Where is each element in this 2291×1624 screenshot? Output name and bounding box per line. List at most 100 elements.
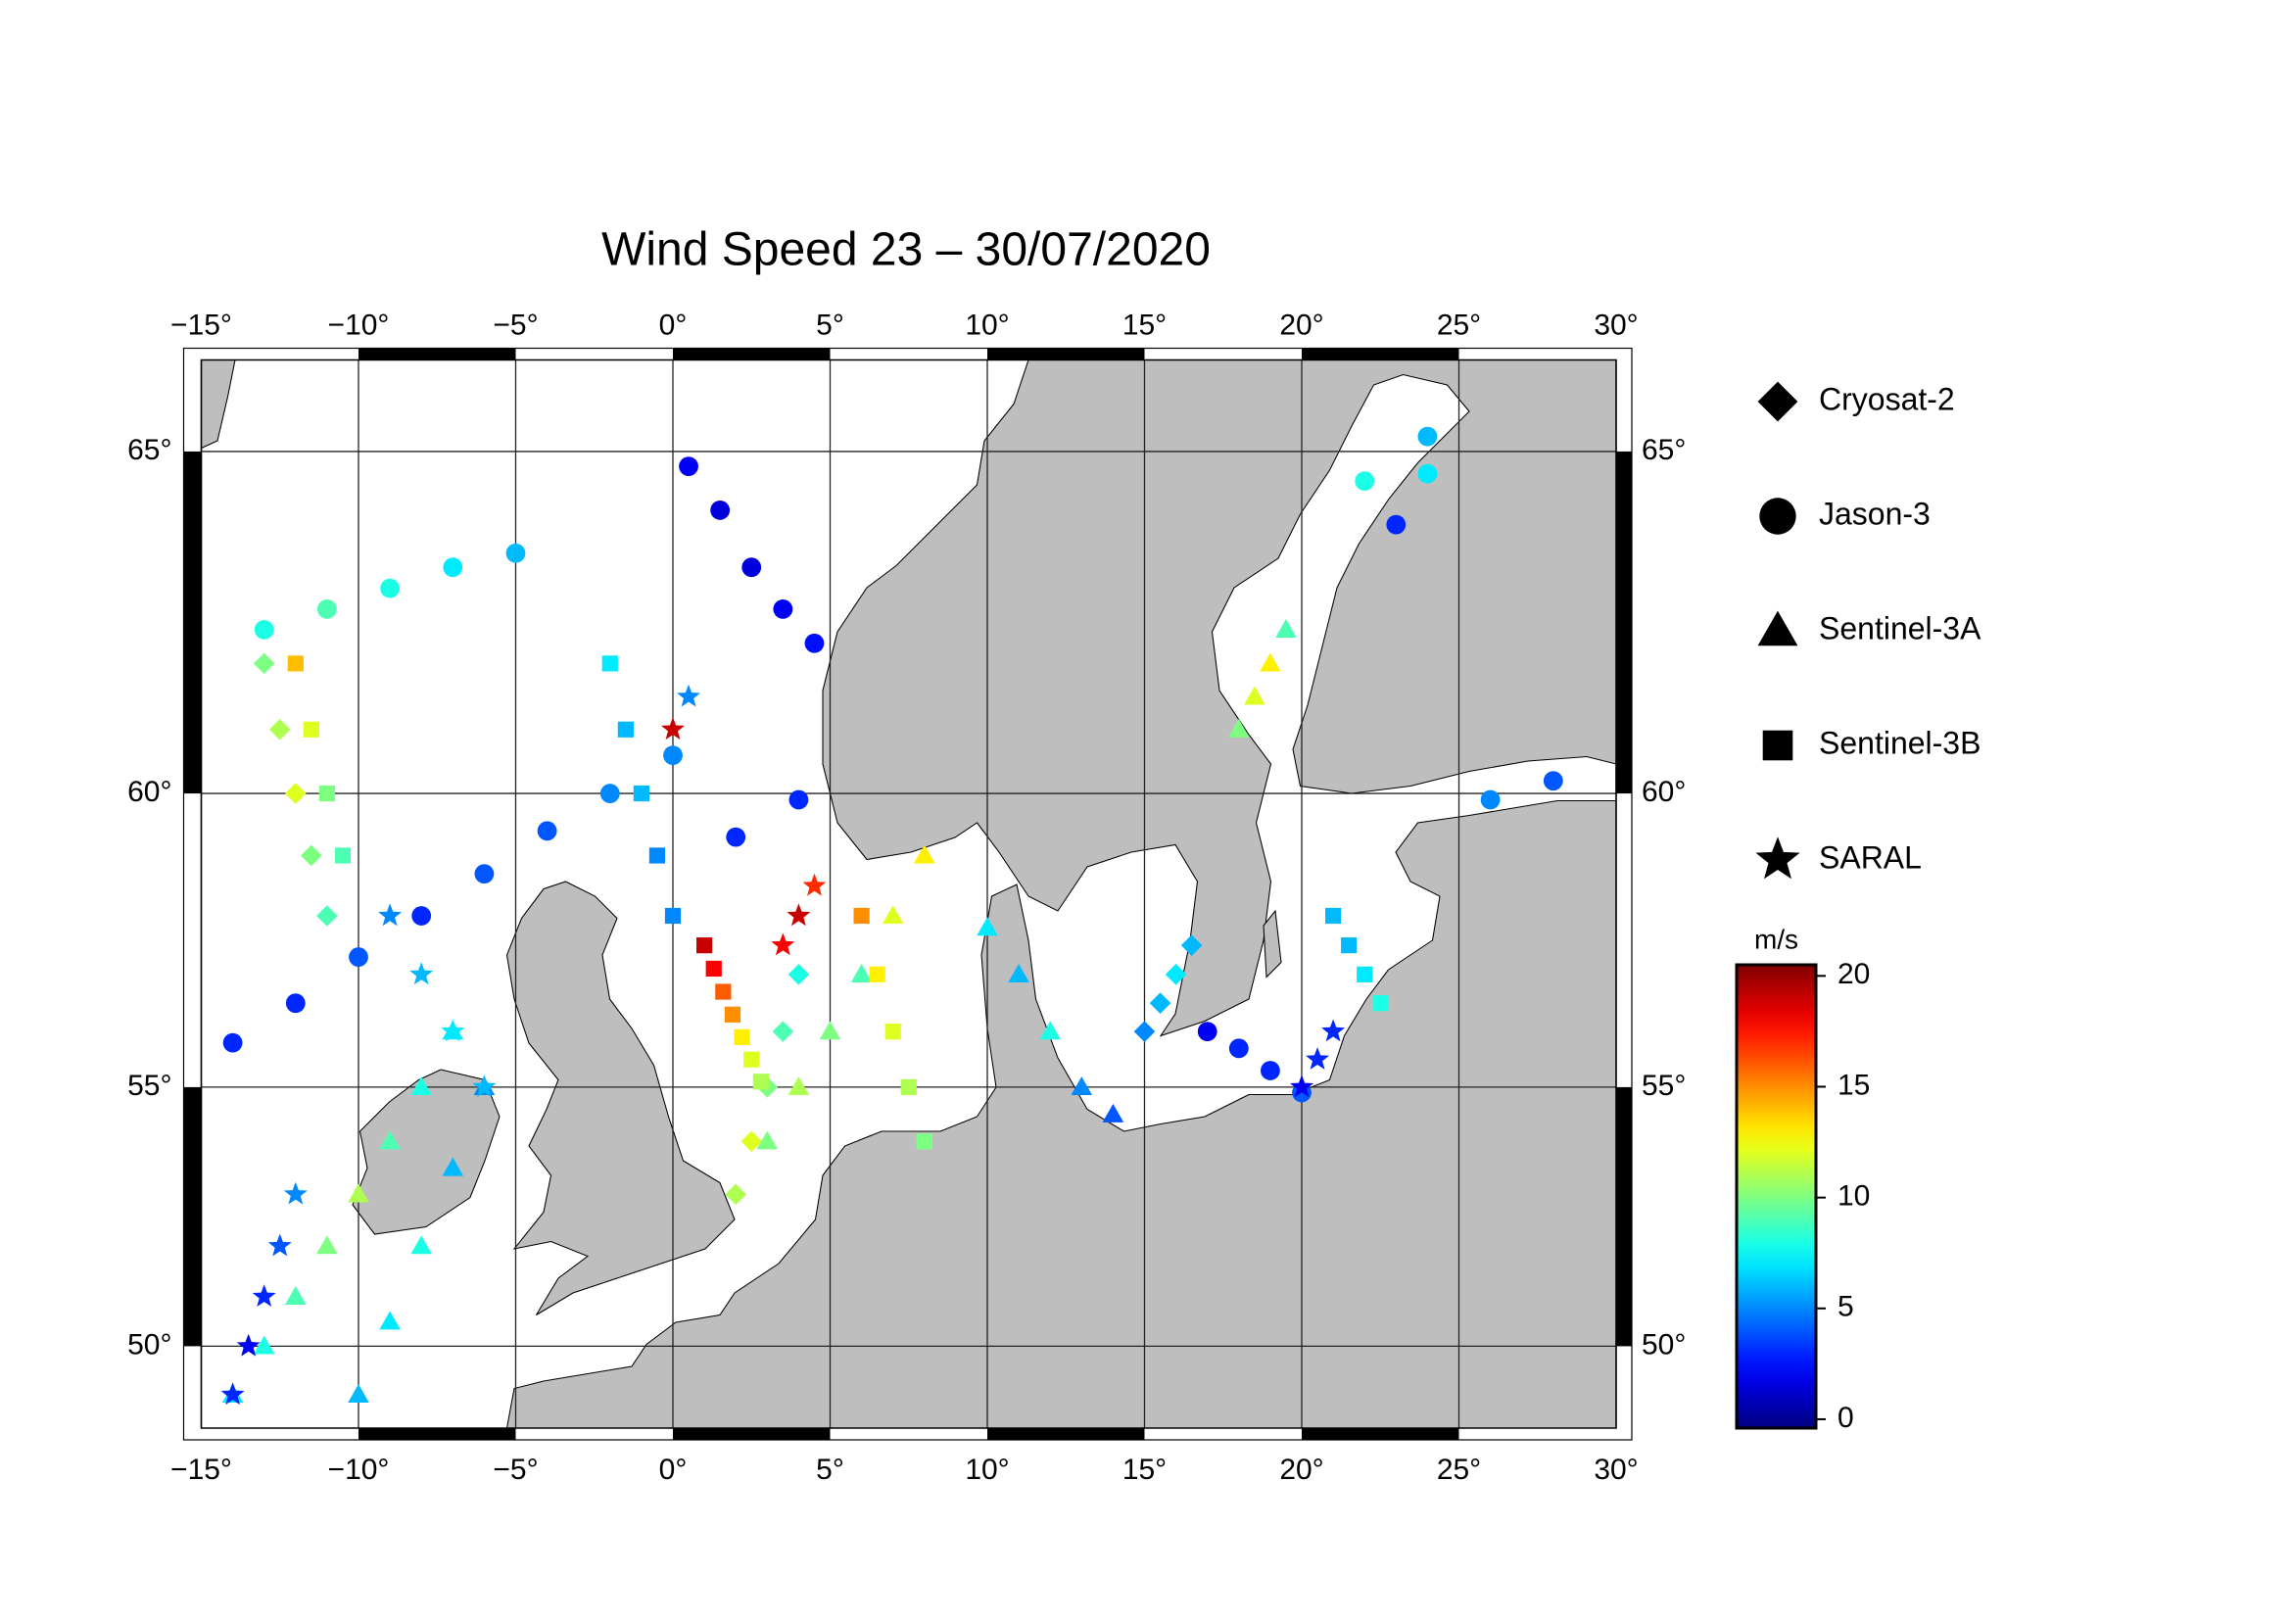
x-tick-label: 5° bbox=[816, 1454, 844, 1486]
frame-band bbox=[358, 348, 516, 360]
marker-triangle bbox=[285, 1286, 307, 1305]
marker-circle bbox=[1417, 426, 1438, 447]
marker-triangle bbox=[1244, 686, 1265, 705]
marker-star bbox=[787, 903, 811, 927]
marker-square bbox=[1762, 730, 1793, 761]
marker-star bbox=[409, 962, 434, 985]
marker-circle bbox=[411, 906, 432, 926]
marker-square bbox=[743, 1051, 760, 1068]
x-tick-label: 30° bbox=[1594, 1454, 1638, 1486]
frame-band bbox=[183, 451, 202, 794]
iceland bbox=[201, 359, 236, 450]
marker-circle bbox=[505, 543, 526, 563]
marker-circle bbox=[474, 864, 495, 884]
x-tick-label: 15° bbox=[1122, 1454, 1167, 1486]
marker-circle bbox=[1386, 514, 1407, 535]
y-tick-label: 50° bbox=[1642, 1328, 1686, 1361]
marker-square bbox=[752, 1074, 769, 1090]
marker-triangle bbox=[1102, 1103, 1124, 1122]
marker-diamond bbox=[268, 718, 291, 740]
marker-circle bbox=[317, 598, 337, 619]
marker-square bbox=[287, 655, 304, 672]
x-tick-label: 10° bbox=[965, 309, 1009, 341]
marker-star bbox=[1321, 1019, 1346, 1042]
x-tick-label: 0° bbox=[659, 309, 688, 341]
marker-circle bbox=[679, 456, 698, 476]
marker-triangle bbox=[253, 1335, 275, 1355]
frame-band bbox=[1616, 451, 1632, 794]
legend: Cryosat-2 Jason-3 Sentinel-3A Sentinel-3B SA… bbox=[1755, 381, 1981, 880]
colorbar-tick-label: 5 bbox=[1838, 1291, 1854, 1323]
x-tick-label: 30° bbox=[1594, 309, 1638, 341]
x-tick-label: −15° bbox=[170, 1454, 232, 1486]
frame-band bbox=[1616, 1086, 1632, 1347]
marker-diamond bbox=[1180, 934, 1203, 956]
marker-star bbox=[267, 1233, 292, 1257]
marker-square bbox=[601, 655, 618, 672]
x-tick-label: 25° bbox=[1437, 1454, 1481, 1486]
x-tick-label: 15° bbox=[1122, 309, 1167, 341]
marker-circle bbox=[380, 578, 400, 598]
marker-square bbox=[633, 785, 649, 802]
colorbar: m/s 0 5 10 15 20 bbox=[1735, 924, 1870, 1434]
marker-star bbox=[236, 1333, 261, 1357]
legend-label: Cryosat-2 bbox=[1819, 381, 1955, 416]
marker-square bbox=[303, 721, 319, 738]
colorbar-tick-label: 0 bbox=[1838, 1402, 1854, 1434]
x-tick-label: −15° bbox=[170, 309, 232, 341]
marker-triangle bbox=[348, 1183, 369, 1203]
marker-circle bbox=[1355, 471, 1375, 492]
points bbox=[220, 426, 1563, 1406]
marker-square bbox=[884, 1024, 901, 1040]
marker-circle bbox=[804, 633, 825, 653]
marker-circle bbox=[599, 784, 620, 803]
marker-circle bbox=[1759, 498, 1796, 535]
great-britain bbox=[505, 881, 736, 1315]
marker-circle bbox=[1480, 789, 1501, 810]
x-tick-label: 5° bbox=[816, 309, 844, 341]
marker-circle bbox=[537, 821, 557, 841]
marker-diamond bbox=[788, 964, 810, 985]
marker-square bbox=[734, 1028, 750, 1045]
marker-triangle bbox=[379, 1130, 401, 1150]
frame-band bbox=[1302, 1428, 1459, 1440]
legend-label: SARAL bbox=[1819, 839, 1922, 875]
marker-star bbox=[220, 1382, 245, 1406]
gotland bbox=[1263, 909, 1282, 979]
marker-triangle bbox=[348, 1384, 369, 1404]
marker-circle bbox=[222, 1032, 243, 1053]
marker-star bbox=[441, 1019, 465, 1042]
marker-circle bbox=[1197, 1022, 1217, 1042]
marker-square bbox=[1372, 995, 1389, 1012]
marker-square bbox=[705, 960, 722, 978]
marker-circle bbox=[1261, 1061, 1280, 1080]
marker-circle bbox=[1417, 463, 1438, 484]
marker-square bbox=[334, 847, 352, 864]
marker-circle bbox=[254, 619, 274, 640]
y-tick-label: 60° bbox=[1642, 776, 1686, 808]
marker-triangle bbox=[882, 905, 904, 925]
marker-star bbox=[252, 1284, 276, 1307]
marker-star bbox=[1306, 1047, 1329, 1070]
marker-diamond bbox=[725, 1183, 746, 1206]
y-tick-label: 65° bbox=[127, 434, 171, 466]
marker-triangle bbox=[850, 964, 873, 982]
marker-diamond bbox=[253, 652, 275, 675]
y-tick-label: 65° bbox=[1642, 434, 1686, 466]
frame-band bbox=[987, 348, 1145, 360]
marker-square bbox=[1341, 937, 1358, 954]
marker-diamond bbox=[1757, 381, 1798, 422]
marker-square bbox=[916, 1133, 932, 1150]
marker-square bbox=[318, 785, 335, 802]
marker-diamond bbox=[301, 844, 322, 867]
frame bbox=[200, 358, 1617, 1429]
marker-triangle bbox=[977, 917, 998, 936]
marker-star bbox=[802, 873, 827, 896]
y-tick-label: 55° bbox=[127, 1070, 171, 1102]
land bbox=[201, 359, 1616, 1428]
marker-square bbox=[1357, 966, 1373, 982]
marker-star bbox=[677, 684, 700, 707]
marker-circle bbox=[443, 557, 463, 578]
x-tick-label: 20° bbox=[1279, 1454, 1323, 1486]
